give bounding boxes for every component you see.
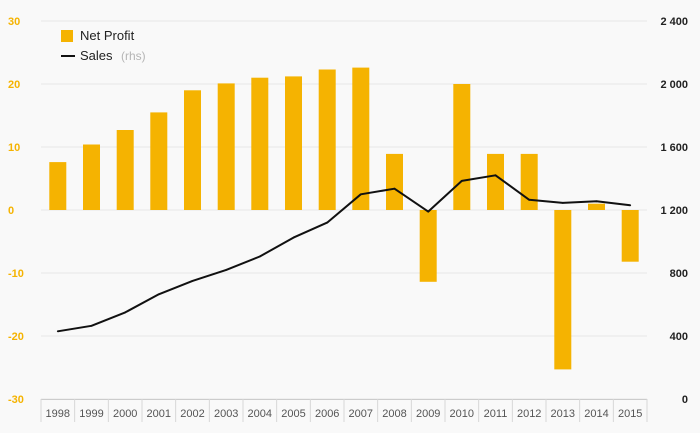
left-tick-label: 10 (8, 142, 20, 154)
sales-point (427, 210, 430, 213)
x-tick-label: 2005 (281, 408, 305, 420)
legend-net-profit-label: Net Profit (80, 28, 135, 43)
sales-point (528, 198, 531, 201)
x-tick-label: 2015 (618, 408, 642, 420)
net-profit-bar (487, 153, 504, 210)
sales-point (225, 269, 228, 271)
x-tick-label: 2007 (349, 408, 373, 420)
net-profit-bar (49, 162, 67, 210)
x-tick-label: 2006 (315, 408, 339, 420)
x-tick-label: 2003 (214, 408, 238, 420)
x-tick-label: 2012 (517, 408, 541, 420)
net-profit-bar (285, 76, 302, 211)
sales-point (90, 324, 93, 327)
x-tick-label: 2013 (551, 408, 575, 420)
sales-point (326, 221, 329, 224)
net-profit-bar (217, 83, 235, 210)
net-profit-bar (554, 210, 572, 370)
net-profit-bar (419, 210, 437, 282)
right-tick-label: 1 200 (660, 205, 688, 217)
sales-point (191, 280, 194, 282)
sales-line (56, 174, 632, 333)
x-tick-label: 2002 (180, 408, 204, 420)
right-tick-label: 2 000 (660, 79, 688, 91)
sales-point (157, 293, 160, 296)
sales-series-line (57, 174, 631, 333)
x-tick-label: 2001 (147, 408, 171, 420)
left-tick-label: -30 (8, 394, 24, 406)
legend-sales-suffix: (rhs) (121, 49, 146, 63)
net-profit-bar (453, 84, 471, 210)
left-axis: 30 20 10 0 -10 -20 -30 (8, 16, 24, 406)
x-tick-label: 2011 (484, 408, 508, 420)
right-tick-label: 400 (670, 331, 688, 343)
sales-point (292, 236, 295, 239)
sales-point (56, 330, 59, 333)
sales-point (393, 187, 396, 190)
right-tick-label: 1 600 (660, 142, 688, 154)
sales-point (359, 193, 362, 196)
x-tick-label: 2014 (584, 408, 608, 420)
x-axis: 1998 1999 2000 2001 2002 2003 2004 2005 2006 2007… (40, 399, 648, 422)
net-profit-bar (386, 153, 403, 210)
net-profit-bar (588, 203, 605, 210)
sales-point (494, 174, 497, 177)
left-tick-label: -20 (8, 331, 24, 343)
net-profit-bar (116, 130, 134, 210)
x-tick-label: 1999 (79, 408, 103, 420)
net-profit-bar (621, 210, 639, 262)
x-tick-label: 2008 (382, 408, 406, 420)
x-tick-label: 2010 (450, 408, 474, 420)
left-tick-label: 20 (8, 79, 20, 91)
sales-point (629, 204, 632, 207)
legend: Net Profit Sales (rhs) (61, 28, 146, 64)
left-tick-label: -10 (8, 268, 24, 280)
right-axis: 2 400 2 000 1 600 1 200 800 400 0 (660, 16, 688, 406)
x-tick-label: 2000 (113, 408, 137, 420)
legend-net-profit-swatch (61, 30, 73, 42)
net-profit-bar (318, 69, 336, 210)
net-profit-bar (184, 90, 201, 210)
net-profit-bar (251, 77, 269, 210)
left-tick-label: 30 (8, 16, 20, 28)
net-profit-bar (83, 144, 100, 210)
right-tick-label: 0 (682, 394, 688, 406)
left-tick-label: 0 (8, 205, 14, 217)
sales-point (124, 311, 127, 314)
x-tick-label: 2004 (248, 408, 272, 420)
sales-point (595, 200, 598, 203)
net-profit-bar (520, 153, 538, 210)
net-profit-bar (352, 67, 370, 210)
legend-sales-label: Sales (80, 48, 113, 63)
right-tick-label: 2 400 (660, 16, 688, 28)
net-profit-bars (49, 67, 639, 370)
sales-point (460, 180, 463, 182)
right-tick-label: 800 (670, 268, 688, 280)
net-profit-bar (150, 112, 168, 210)
x-tick-label: 1998 (46, 408, 70, 420)
x-tick-label: 2009 (416, 408, 440, 420)
sales-point (561, 202, 564, 204)
legend-sales-text: Sales (rhs) (80, 47, 146, 64)
sales-point (258, 255, 261, 258)
